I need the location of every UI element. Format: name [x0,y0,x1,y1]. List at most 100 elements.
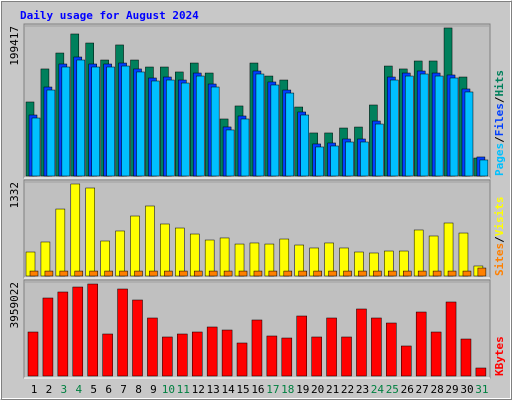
bar [149,270,158,277]
bar [477,267,487,277]
bar [356,308,367,377]
bar [283,270,293,277]
bar [70,183,81,277]
x-tick-label: 13 [207,383,220,396]
x-tick-label: 21 [326,383,339,396]
bar [189,233,200,277]
legend: Pages/Files/Hits [493,70,506,176]
legend-separator: / [493,96,506,103]
bar [428,235,439,277]
bar [91,66,100,177]
bar [345,141,354,177]
bar [238,270,248,277]
bar [479,159,489,177]
bar [46,89,56,177]
x-tick-label: 27 [416,383,429,396]
bar [313,270,322,277]
bar [413,229,424,277]
bar [106,66,115,177]
x-tick-label: 4 [75,383,82,396]
bar [119,270,128,277]
bar [210,86,220,177]
bar [132,299,143,377]
legend-entry: KBytes [493,336,506,376]
bar [160,223,170,277]
bar [115,230,125,277]
bar [206,326,218,377]
x-tick-label: 9 [150,383,157,396]
bar [223,270,233,277]
bar [151,80,160,177]
bar [221,329,233,377]
bar [177,333,188,377]
bar [195,75,205,177]
bar [330,145,339,177]
x-tick-label: 22 [341,383,354,396]
legend-separator: / [493,236,506,243]
bar [373,270,382,277]
bar [57,291,69,377]
x-tick-label: 12 [192,383,205,396]
x-tick-label: 2 [46,383,53,396]
bar [358,270,367,277]
bar [136,71,145,177]
x-tick-label: 19 [296,383,309,396]
legend-separator: / [493,136,506,143]
bar [87,283,98,377]
x-tick-label: 7 [120,383,127,396]
bar [341,336,352,377]
bar [117,288,128,377]
bar [285,92,295,177]
x-tick-label: 10 [162,383,175,396]
bar [166,79,175,177]
bar [42,297,54,377]
legend-entry: Visits [493,197,506,237]
bar [432,270,442,277]
bar [89,270,98,277]
x-tick-label: 14 [221,383,235,396]
x-tick-label: 11 [177,383,190,396]
bar [403,270,412,277]
bar [193,270,203,277]
legend-entry: Files [493,103,506,136]
bar [279,238,290,277]
bar [240,118,250,177]
bar [298,270,307,277]
bar [130,215,140,277]
x-tick-label: 3 [61,383,68,396]
bar [375,123,384,177]
x-tick-label: 8 [135,383,142,396]
x-tick-label: 20 [311,383,324,396]
bar [449,77,459,177]
bar [204,239,215,277]
bar [462,270,472,277]
bar [85,187,95,277]
bar [251,319,263,377]
bar [31,117,41,177]
bar [134,270,143,277]
chart-title: Daily usage for August 2024 [20,9,199,22]
bar [100,240,110,277]
bar [74,270,84,277]
bar [76,59,86,177]
bar [464,91,474,177]
bar [447,270,457,277]
y-tick-label: 3959022 [8,282,21,328]
legend: Sites/Visits [493,197,506,277]
bar [175,227,185,277]
bar [225,129,235,177]
x-tick-label: 6 [105,383,112,396]
bar [164,270,173,277]
legend-entry: Hits [493,70,506,97]
bar [296,315,307,377]
x-tick-label: 23 [356,383,369,396]
bar [266,335,278,377]
x-tick-label: 29 [445,383,458,396]
bar [386,322,397,377]
bar [219,237,230,277]
bar [162,336,173,377]
x-tick-label: 28 [430,383,443,396]
bar [59,270,69,277]
